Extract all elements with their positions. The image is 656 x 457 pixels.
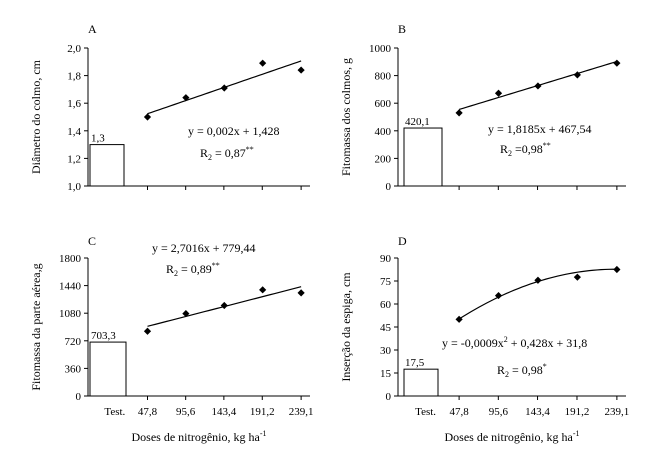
panel-c-data-point xyxy=(182,309,190,318)
panel-c-x-tick-label: 143,4 xyxy=(211,406,236,418)
panel-c-y-tick-label: 1440 xyxy=(59,281,82,293)
panel-b-letter: B xyxy=(398,22,406,36)
panel-c-y-axis-label: Fitomassa da parte aérea,g xyxy=(29,263,43,390)
panel-c-control-bar xyxy=(89,341,127,397)
panel-c-x-tick-label: 47,8 xyxy=(138,406,158,418)
panel-a: A 1,0 1,2 1,4 1,6 1,8 2,0 Diâmetro do colmo, cm… xyxy=(29,22,310,193)
panel-d-y-tick-label: 30 xyxy=(380,345,392,357)
panel-b-data-point xyxy=(573,71,581,79)
panel-a-control-bar xyxy=(89,144,125,187)
panel-c-data-point xyxy=(297,289,305,297)
panel-a-control-value-label: 1,3 xyxy=(91,133,105,145)
panel-c-x-tick-label: Test. xyxy=(104,406,125,418)
panel-b-y-tick-label: 200 xyxy=(375,153,392,165)
panel-d-data-point xyxy=(573,273,581,281)
panel-d-y-tick-label: 15 xyxy=(380,368,392,380)
panel-b-control-value-label: 420,1 xyxy=(405,116,430,128)
panel-d-x-axis-label: Doses de nitrogênio, kg ha-1 xyxy=(445,429,580,444)
panel-b-y-tick-label: 400 xyxy=(375,126,392,138)
panel-c-equation: y = 2,7016x + 779,44 xyxy=(152,241,256,255)
panel-c-y-tick-label: 1800 xyxy=(59,253,82,265)
panel-c-y-tick-label: 0 xyxy=(76,391,82,403)
panel-b-y-tick-label: 0 xyxy=(386,181,392,193)
panel-d-data-point xyxy=(534,276,542,284)
panel-b-r-squared: R2 =0,98** xyxy=(500,141,551,158)
panel-d-data-point xyxy=(613,265,621,274)
panel-c-y-tick-label: 1080 xyxy=(59,308,82,320)
panel-a-letter: A xyxy=(88,22,97,36)
panel-d-y-tick-label: 0 xyxy=(386,391,392,403)
panel-d-r-squared: R2 = 0,98* xyxy=(497,362,547,379)
panel-c: C 0 360 720 1080 1440 1800 Test. 47,8 95,6 143,4 19… xyxy=(29,234,313,418)
panel-d-y-tick-label: 45 xyxy=(380,322,392,334)
panel-b-y-tick-label: 600 xyxy=(375,98,392,110)
panel-b-y-axis-label: Fitomassa dos colmos, g xyxy=(339,58,353,176)
panel-b: B 0 200 400 600 800 1000 Fitomassa dos colmos, … xyxy=(339,22,626,193)
panel-d-control-bar xyxy=(403,368,439,397)
panel-d-x-tick-label: 191,2 xyxy=(565,406,590,418)
panel-b-data-point xyxy=(494,89,503,97)
panel-a-y-tick-label: 1,4 xyxy=(67,126,81,138)
panel-d-x-tick-label: 95,6 xyxy=(489,406,509,418)
panel-c-r-squared: R2 = 0,89** xyxy=(166,261,220,278)
panel-d-data-point xyxy=(455,315,463,323)
panel-b-y-tick-label: 1000 xyxy=(369,43,392,55)
panel-a-data-point xyxy=(220,84,228,92)
panel-c-x-tick-label: 239,1 xyxy=(289,406,314,418)
panel-a-y-tick-label: 1,2 xyxy=(67,153,81,165)
panel-d-x-tick-label: Test. xyxy=(415,406,436,418)
panel-a-data-point xyxy=(182,94,190,102)
panel-a-y-tick-label: 1,8 xyxy=(67,71,81,83)
panel-b-y-tick-label: 800 xyxy=(375,71,392,83)
panel-d-x-tick-label: 239,1 xyxy=(605,406,630,418)
panel-c-data-point xyxy=(259,286,267,294)
panel-d-x-tick-label: 47,8 xyxy=(449,406,469,418)
panel-a-y-tick-label: 2,0 xyxy=(67,43,81,55)
panel-c-data-point xyxy=(143,327,152,335)
panel-b-data-point xyxy=(613,59,621,67)
panel-c-control-value-label: 703,3 xyxy=(91,330,116,342)
panel-d-data-point xyxy=(494,291,503,300)
panel-a-y-tick-label: 1,6 xyxy=(67,98,81,110)
panel-c-letter: C xyxy=(88,234,96,248)
panel-b-data-point xyxy=(534,82,542,90)
panel-b-data-point xyxy=(455,109,463,117)
panel-d-y-axis-label: Inserção da espiga, cm xyxy=(339,272,353,382)
panel-c-x-tick-label: 95,6 xyxy=(176,406,196,418)
panel-a-equation: y = 0,002x + 1,428 xyxy=(188,124,280,138)
panel-a-data-point xyxy=(143,113,152,121)
panel-d-y-tick-label: 90 xyxy=(380,253,392,265)
panel-c-y-tick-label: 720 xyxy=(65,336,82,348)
panel-c-data-point xyxy=(220,301,228,310)
panel-d: D 0 15 30 45 60 75 90 Test. 47,8 95,6 143,4 191,2 239… xyxy=(339,234,629,418)
panel-a-r-squared: R2 = 0,87** xyxy=(200,145,254,162)
panel-d-y-tick-label: 75 xyxy=(380,276,392,288)
panel-c-y-tick-label: 360 xyxy=(65,363,82,375)
panel-a-y-axis-label: Diâmetro do colmo, cm xyxy=(29,59,43,174)
panel-b-control-bar xyxy=(403,127,443,187)
panel-d-equation: y = -0,0009x2 + 0,428x + 31,8 xyxy=(442,335,587,350)
panel-d-x-tick-label: 143,4 xyxy=(525,406,550,418)
panel-a-y-tick-label: 1,0 xyxy=(67,181,81,193)
panel-a-data-point xyxy=(259,59,267,67)
panel-d-control-value-label: 17,5 xyxy=(405,357,425,369)
panel-d-y-tick-label: 60 xyxy=(380,299,392,311)
panel-a-data-point xyxy=(297,66,305,74)
panel-d-letter: D xyxy=(398,234,407,248)
panel-c-x-tick-label: 191,2 xyxy=(250,406,275,418)
panel-b-equation: y = 1,8185x + 467,54 xyxy=(488,122,592,136)
panel-c-x-axis-label: Doses de nitrogênio, kg ha-1 xyxy=(132,429,267,444)
